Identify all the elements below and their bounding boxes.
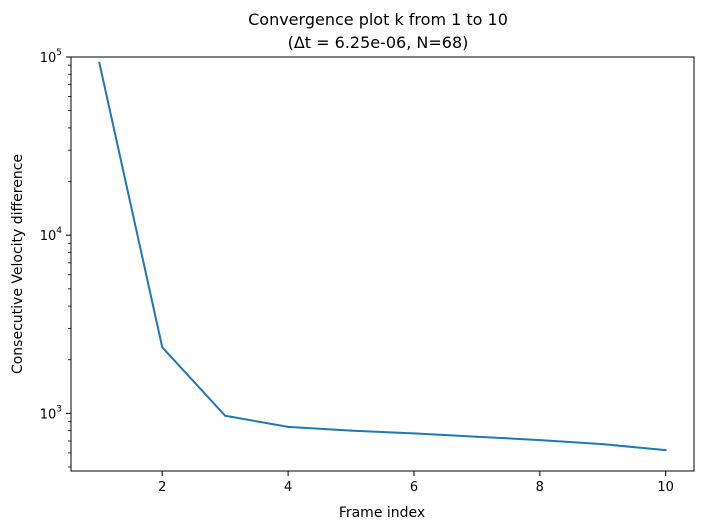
- chart-title: Convergence plot k from 1 to 10: [248, 10, 508, 29]
- data-point: [475, 435, 478, 438]
- data-point: [287, 425, 290, 428]
- data-point: [224, 414, 227, 417]
- plot-area: 2 4 6 8 10 103 104 105: [40, 48, 674, 495]
- data-point: [664, 449, 667, 452]
- y-tick-label: 105: [40, 48, 62, 66]
- x-axis-label: Frame index: [339, 505, 425, 521]
- chart-subtitle: (Δt = 6.25e-06, N=68): [288, 33, 469, 52]
- plot-frame: [70, 56, 695, 472]
- x-tick-label: 2: [158, 480, 166, 495]
- x-tick-label: 10: [657, 480, 674, 495]
- data-point: [161, 346, 164, 349]
- y-tick-label: 104: [40, 226, 63, 244]
- data-point: [538, 439, 541, 442]
- y-tick-label: 103: [40, 404, 62, 422]
- data-point: [601, 443, 604, 446]
- x-tick-label: 6: [410, 480, 418, 495]
- y-axis-label: Consecutive Velocity difference: [10, 154, 26, 374]
- data-point: [350, 429, 353, 432]
- series-line: [98, 62, 666, 452]
- x-tick-label: 8: [536, 480, 544, 495]
- data-point: [412, 432, 415, 435]
- x-tick-label: 4: [284, 480, 292, 495]
- data-point: [98, 61, 101, 64]
